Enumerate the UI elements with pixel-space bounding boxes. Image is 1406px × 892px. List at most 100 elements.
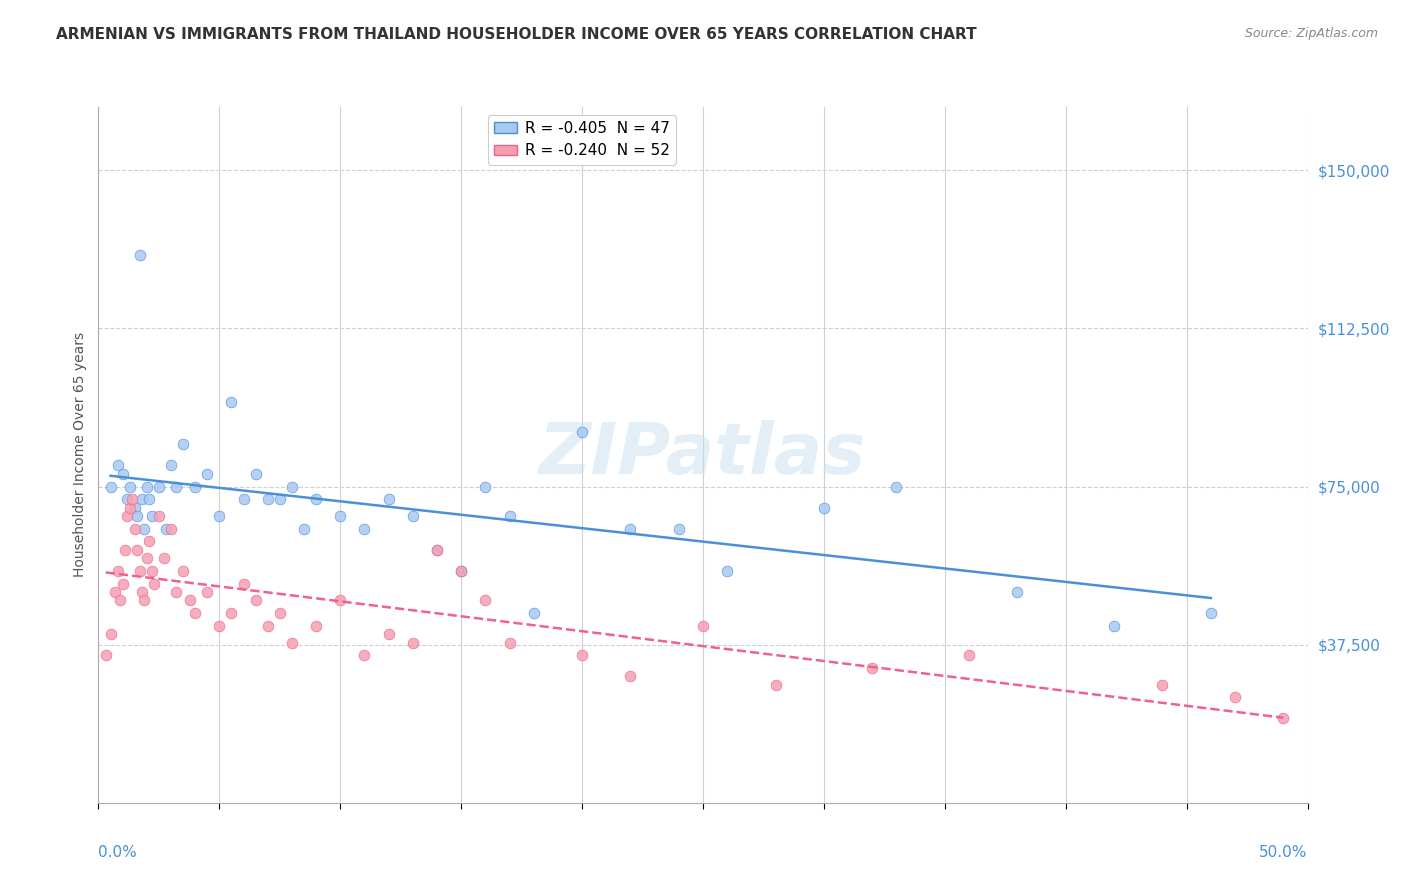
Point xyxy=(94,648,117,663)
Point xyxy=(221,395,243,409)
Point xyxy=(269,492,291,507)
Text: ZIPatlas: ZIPatlas xyxy=(540,420,866,490)
Point xyxy=(128,247,150,261)
Point xyxy=(377,627,399,641)
Point xyxy=(111,467,134,481)
Point xyxy=(138,534,160,549)
Point xyxy=(498,635,520,649)
Point xyxy=(148,509,170,524)
Point xyxy=(474,593,496,607)
Point xyxy=(281,635,304,649)
Point xyxy=(208,509,231,524)
Text: 50.0%: 50.0% xyxy=(1260,845,1308,860)
Point xyxy=(716,564,738,578)
Point xyxy=(165,585,187,599)
Point xyxy=(221,606,243,620)
Point xyxy=(813,500,835,515)
Point xyxy=(143,576,166,591)
Point xyxy=(571,425,593,439)
Point xyxy=(121,492,143,507)
Text: ARMENIAN VS IMMIGRANTS FROM THAILAND HOUSEHOLDER INCOME OVER 65 YEARS CORRELATIO: ARMENIAN VS IMMIGRANTS FROM THAILAND HOU… xyxy=(56,27,977,42)
Point xyxy=(127,542,149,557)
Point xyxy=(692,618,714,632)
Point xyxy=(195,467,218,481)
Point xyxy=(498,509,520,524)
Point xyxy=(118,500,141,515)
Point xyxy=(1199,606,1222,620)
Point xyxy=(523,606,546,620)
Point xyxy=(127,509,149,524)
Point xyxy=(131,585,153,599)
Point xyxy=(619,669,641,683)
Point xyxy=(107,564,129,578)
Point xyxy=(117,492,139,507)
Point xyxy=(135,551,157,566)
Point xyxy=(172,437,194,451)
Point xyxy=(141,509,163,524)
Point xyxy=(402,509,425,524)
Point xyxy=(184,479,207,493)
Text: Source: ZipAtlas.com: Source: ZipAtlas.com xyxy=(1244,27,1378,40)
Point xyxy=(245,467,267,481)
Point xyxy=(305,492,328,507)
Point xyxy=(426,542,449,557)
Point xyxy=(256,618,278,632)
Point xyxy=(138,492,160,507)
Point xyxy=(172,564,194,578)
Point xyxy=(118,479,141,493)
Point xyxy=(329,593,352,607)
Point xyxy=(124,522,146,536)
Point xyxy=(281,479,304,493)
Point xyxy=(135,479,157,493)
Point xyxy=(165,479,187,493)
Point xyxy=(124,500,146,515)
Point xyxy=(619,522,641,536)
Point xyxy=(957,648,980,663)
Point xyxy=(1007,585,1029,599)
Point xyxy=(668,522,690,536)
Point xyxy=(1272,711,1295,725)
Point xyxy=(474,479,496,493)
Point xyxy=(329,509,352,524)
Point xyxy=(450,564,472,578)
Point xyxy=(104,585,127,599)
Point xyxy=(114,542,136,557)
Point xyxy=(155,522,177,536)
Y-axis label: Householder Income Over 65 years: Householder Income Over 65 years xyxy=(73,333,87,577)
Point xyxy=(377,492,399,507)
Point xyxy=(305,618,328,632)
Point xyxy=(148,479,170,493)
Point xyxy=(128,564,150,578)
Point xyxy=(886,479,908,493)
Point xyxy=(292,522,315,536)
Point xyxy=(269,606,291,620)
Point xyxy=(108,593,131,607)
Point xyxy=(160,458,183,473)
Point xyxy=(117,509,139,524)
Point xyxy=(256,492,278,507)
Point xyxy=(1223,690,1246,705)
Point xyxy=(100,479,122,493)
Point xyxy=(152,551,174,566)
Point xyxy=(232,576,254,591)
Point xyxy=(860,661,883,675)
Point xyxy=(402,635,425,649)
Point xyxy=(131,492,153,507)
Point xyxy=(111,576,134,591)
Point xyxy=(1102,618,1125,632)
Point xyxy=(179,593,201,607)
Point xyxy=(107,458,129,473)
Legend: R = -0.405  N = 47, R = -0.240  N = 52: R = -0.405 N = 47, R = -0.240 N = 52 xyxy=(488,115,676,164)
Point xyxy=(208,618,231,632)
Point xyxy=(426,542,449,557)
Point xyxy=(232,492,254,507)
Point xyxy=(134,522,156,536)
Point xyxy=(141,564,163,578)
Point xyxy=(571,648,593,663)
Point xyxy=(450,564,472,578)
Point xyxy=(195,585,218,599)
Point xyxy=(160,522,183,536)
Point xyxy=(134,593,156,607)
Text: 0.0%: 0.0% xyxy=(98,845,138,860)
Point xyxy=(184,606,207,620)
